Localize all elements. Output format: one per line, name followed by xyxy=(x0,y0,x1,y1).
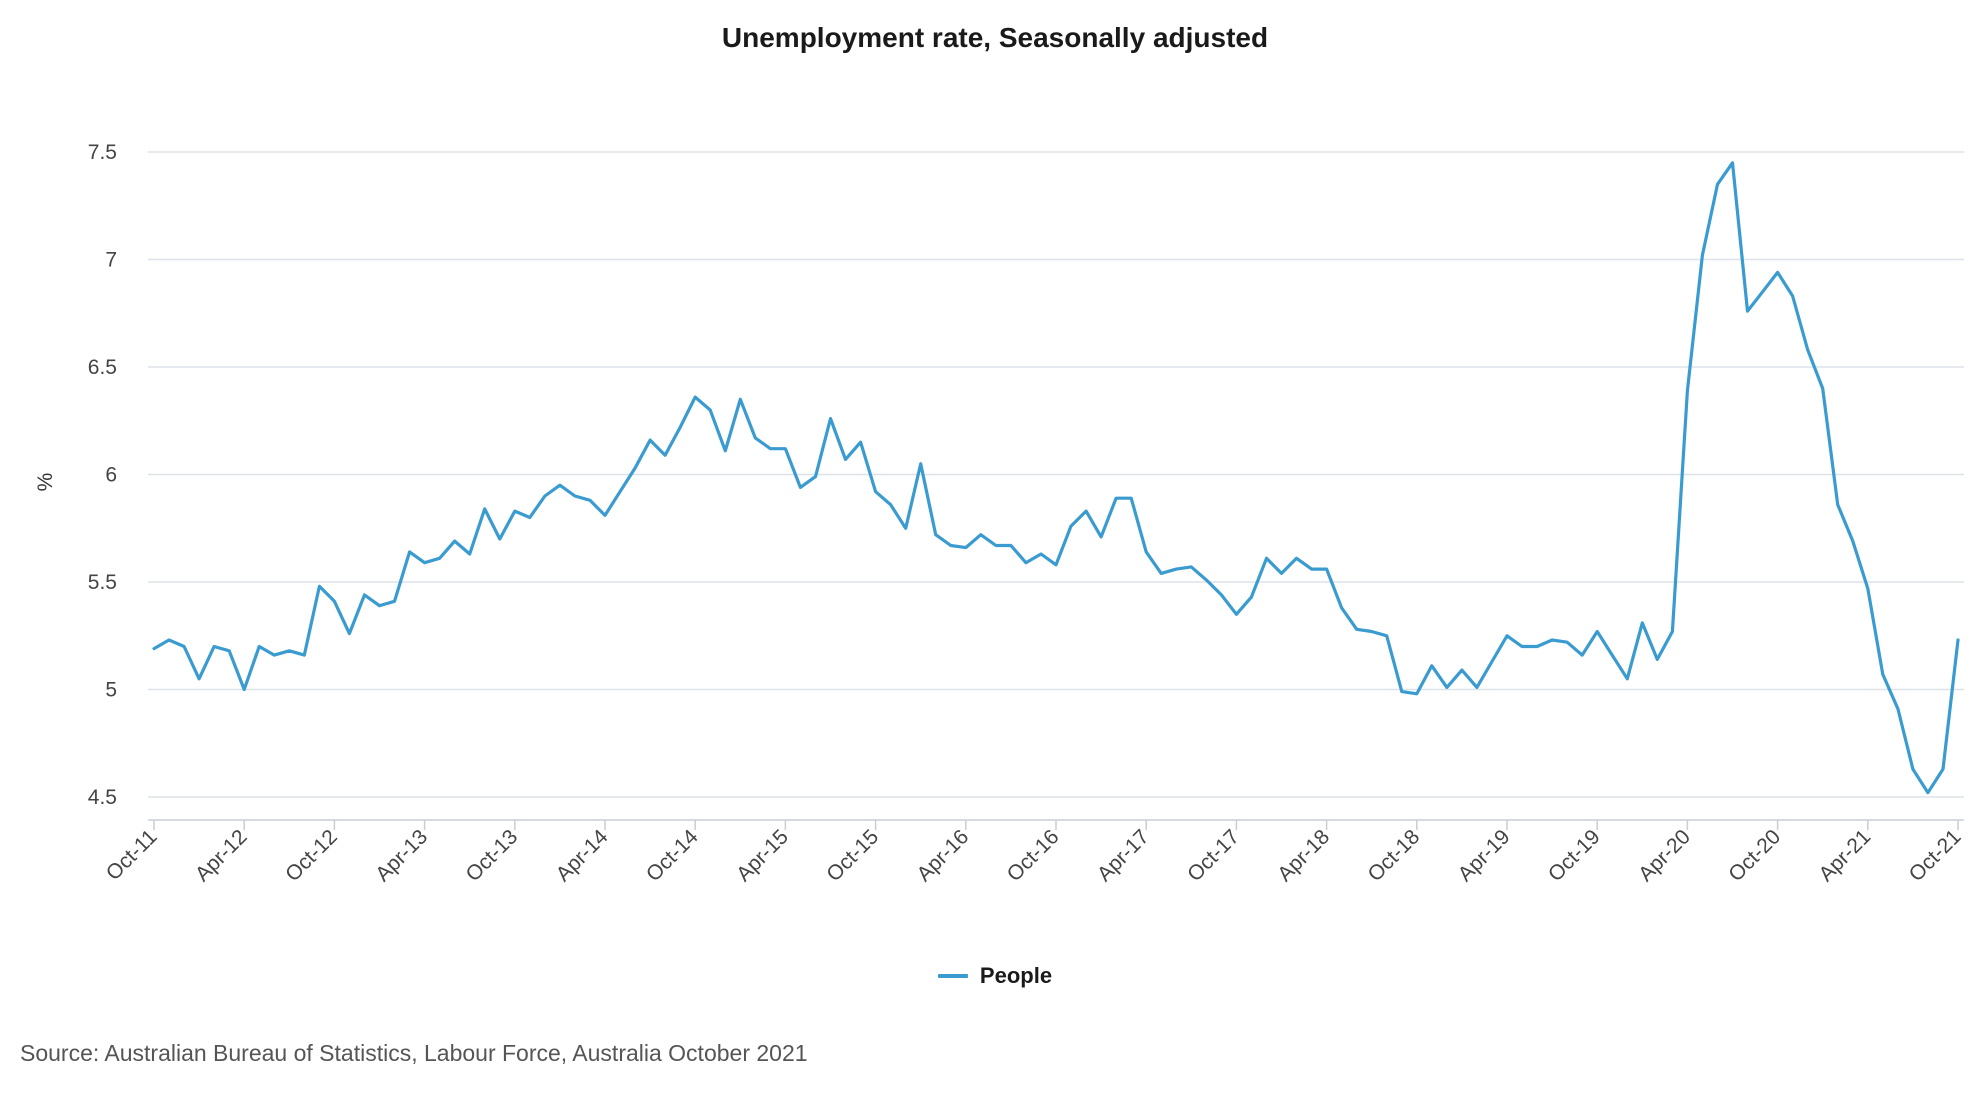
x-tick-label: Apr-21 xyxy=(1815,825,1876,886)
x-tick-label: Apr-12 xyxy=(191,825,252,886)
x-tick-label: Apr-19 xyxy=(1454,825,1515,886)
x-tick-label: Oct-20 xyxy=(1724,825,1785,886)
x-tick-label: Apr-14 xyxy=(552,825,613,886)
legend-swatch xyxy=(937,974,968,978)
x-tick-label: Oct-15 xyxy=(822,825,883,886)
x-tick-label: Oct-13 xyxy=(462,825,523,886)
y-axis-ticks: 7.5 7 6.5 6 5.5 5 4.5 xyxy=(88,141,117,809)
x-tick-label: Oct-21 xyxy=(1905,825,1966,886)
source-note: Source: Australian Bureau of Statistics,… xyxy=(20,1040,808,1066)
legend[interactable]: People xyxy=(0,963,1980,989)
x-tick-label: Oct-16 xyxy=(1003,825,1064,886)
y-tick-label: 5.5 xyxy=(88,571,117,594)
gridlines xyxy=(148,151,1964,798)
x-tick-label: Apr-16 xyxy=(913,825,974,886)
y-tick-label: 7.5 xyxy=(88,141,117,164)
x-tick-label: Apr-20 xyxy=(1634,825,1695,886)
y-axis-label: % xyxy=(34,473,57,492)
x-tick-label: Oct-14 xyxy=(642,825,703,886)
series-lines xyxy=(152,161,1960,795)
y-tick-label: 5 xyxy=(105,679,117,702)
chart-title: Unemployment rate, Seasonally adjusted xyxy=(721,22,1269,53)
x-tick-label: Apr-15 xyxy=(732,825,793,886)
x-tick-label: Apr-18 xyxy=(1273,825,1334,886)
y-tick-label: 6.5 xyxy=(88,356,117,379)
x-tick-label: Oct-11 xyxy=(102,825,162,885)
x-tick-label: Oct-18 xyxy=(1364,825,1425,886)
y-tick-label: 6 xyxy=(105,464,117,487)
series-line-people[interactable] xyxy=(152,161,1960,795)
x-axis: Oct-11 Apr-12 Oct-12 Apr-13 Oct-13 Apr-14 Oct-… xyxy=(102,819,1966,886)
x-tick-label: Apr-17 xyxy=(1093,825,1154,886)
y-tick-label: 7 xyxy=(105,249,117,272)
y-tick-label: 4.5 xyxy=(88,786,117,809)
x-tick-label: Oct-19 xyxy=(1544,825,1605,886)
x-tick-label: Apr-13 xyxy=(371,825,432,886)
legend-label-people[interactable]: People xyxy=(979,963,1053,988)
x-tick-label: Oct-17 xyxy=(1183,825,1244,886)
x-tick-label: Oct-12 xyxy=(281,825,342,886)
